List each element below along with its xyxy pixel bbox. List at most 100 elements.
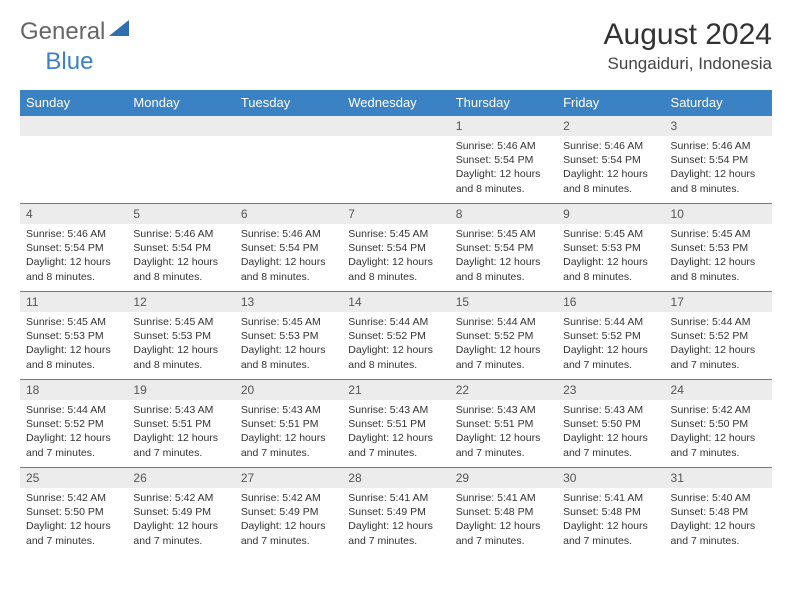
calendar-table: SundayMondayTuesdayWednesdayThursdayFrid… <box>20 90 772 556</box>
calendar-week-row: 18Sunrise: 5:44 AMSunset: 5:52 PMDayligh… <box>20 380 772 468</box>
day-details: Sunrise: 5:40 AMSunset: 5:48 PMDaylight:… <box>665 488 772 552</box>
day-details: Sunrise: 5:44 AMSunset: 5:52 PMDaylight:… <box>20 400 127 464</box>
day-number: 1 <box>450 116 557 136</box>
title-block: August 2024 Sungaiduri, Indonesia <box>604 18 772 74</box>
day-number: 21 <box>342 380 449 400</box>
day-number: 25 <box>20 468 127 488</box>
sail-icon <box>109 19 131 37</box>
day-details: Sunrise: 5:42 AMSunset: 5:50 PMDaylight:… <box>20 488 127 552</box>
weekday-header: Wednesday <box>342 90 449 116</box>
day-number: 22 <box>450 380 557 400</box>
day-details: Sunrise: 5:44 AMSunset: 5:52 PMDaylight:… <box>557 312 664 376</box>
day-number: 3 <box>665 116 772 136</box>
day-number: 10 <box>665 204 772 224</box>
day-details: Sunrise: 5:41 AMSunset: 5:48 PMDaylight:… <box>450 488 557 552</box>
day-number: 30 <box>557 468 664 488</box>
calendar-week-row: 25Sunrise: 5:42 AMSunset: 5:50 PMDayligh… <box>20 468 772 556</box>
calendar-day-cell: 14Sunrise: 5:44 AMSunset: 5:52 PMDayligh… <box>342 292 449 380</box>
calendar-head: SundayMondayTuesdayWednesdayThursdayFrid… <box>20 90 772 116</box>
calendar-week-row: 1Sunrise: 5:46 AMSunset: 5:54 PMDaylight… <box>20 116 772 204</box>
day-details: Sunrise: 5:45 AMSunset: 5:53 PMDaylight:… <box>127 312 234 376</box>
day-details: Sunrise: 5:46 AMSunset: 5:54 PMDaylight:… <box>450 136 557 200</box>
day-number: 29 <box>450 468 557 488</box>
day-details: Sunrise: 5:43 AMSunset: 5:51 PMDaylight:… <box>450 400 557 464</box>
calendar-day-cell <box>20 116 127 204</box>
day-number: 15 <box>450 292 557 312</box>
weekday-header: Sunday <box>20 90 127 116</box>
day-number: 12 <box>127 292 234 312</box>
day-number: 6 <box>235 204 342 224</box>
day-number <box>342 116 449 136</box>
day-number: 9 <box>557 204 664 224</box>
location-label: Sungaiduri, Indonesia <box>604 54 772 74</box>
day-details: Sunrise: 5:43 AMSunset: 5:51 PMDaylight:… <box>235 400 342 464</box>
brand-logo: General <box>20 18 133 46</box>
day-details: Sunrise: 5:45 AMSunset: 5:54 PMDaylight:… <box>450 224 557 288</box>
day-details: Sunrise: 5:44 AMSunset: 5:52 PMDaylight:… <box>450 312 557 376</box>
calendar-day-cell: 29Sunrise: 5:41 AMSunset: 5:48 PMDayligh… <box>450 468 557 556</box>
calendar-week-row: 11Sunrise: 5:45 AMSunset: 5:53 PMDayligh… <box>20 292 772 380</box>
weekday-header: Friday <box>557 90 664 116</box>
day-number: 4 <box>20 204 127 224</box>
calendar-body: 1Sunrise: 5:46 AMSunset: 5:54 PMDaylight… <box>20 116 772 556</box>
calendar-day-cell: 23Sunrise: 5:43 AMSunset: 5:50 PMDayligh… <box>557 380 664 468</box>
calendar-day-cell: 8Sunrise: 5:45 AMSunset: 5:54 PMDaylight… <box>450 204 557 292</box>
calendar-day-cell: 27Sunrise: 5:42 AMSunset: 5:49 PMDayligh… <box>235 468 342 556</box>
day-number: 19 <box>127 380 234 400</box>
day-details: Sunrise: 5:45 AMSunset: 5:53 PMDaylight:… <box>235 312 342 376</box>
day-details: Sunrise: 5:44 AMSunset: 5:52 PMDaylight:… <box>342 312 449 376</box>
day-details: Sunrise: 5:43 AMSunset: 5:51 PMDaylight:… <box>342 400 449 464</box>
day-details: Sunrise: 5:43 AMSunset: 5:51 PMDaylight:… <box>127 400 234 464</box>
day-details: Sunrise: 5:45 AMSunset: 5:53 PMDaylight:… <box>20 312 127 376</box>
calendar-day-cell <box>235 116 342 204</box>
weekday-header: Tuesday <box>235 90 342 116</box>
day-number: 17 <box>665 292 772 312</box>
day-details: Sunrise: 5:46 AMSunset: 5:54 PMDaylight:… <box>20 224 127 288</box>
calendar-day-cell: 4Sunrise: 5:46 AMSunset: 5:54 PMDaylight… <box>20 204 127 292</box>
day-details: Sunrise: 5:45 AMSunset: 5:54 PMDaylight:… <box>342 224 449 288</box>
calendar-day-cell: 19Sunrise: 5:43 AMSunset: 5:51 PMDayligh… <box>127 380 234 468</box>
day-number: 18 <box>20 380 127 400</box>
day-number: 7 <box>342 204 449 224</box>
day-number: 11 <box>20 292 127 312</box>
day-number: 2 <box>557 116 664 136</box>
day-number <box>235 116 342 136</box>
day-details: Sunrise: 5:41 AMSunset: 5:49 PMDaylight:… <box>342 488 449 552</box>
day-details: Sunrise: 5:46 AMSunset: 5:54 PMDaylight:… <box>665 136 772 200</box>
weekday-header: Saturday <box>665 90 772 116</box>
day-details: Sunrise: 5:41 AMSunset: 5:48 PMDaylight:… <box>557 488 664 552</box>
day-number: 16 <box>557 292 664 312</box>
day-details: Sunrise: 5:42 AMSunset: 5:49 PMDaylight:… <box>127 488 234 552</box>
calendar-day-cell: 17Sunrise: 5:44 AMSunset: 5:52 PMDayligh… <box>665 292 772 380</box>
day-number: 28 <box>342 468 449 488</box>
calendar-day-cell: 6Sunrise: 5:46 AMSunset: 5:54 PMDaylight… <box>235 204 342 292</box>
calendar-day-cell <box>127 116 234 204</box>
day-number: 27 <box>235 468 342 488</box>
calendar-day-cell <box>342 116 449 204</box>
calendar-day-cell: 3Sunrise: 5:46 AMSunset: 5:54 PMDaylight… <box>665 116 772 204</box>
calendar-day-cell: 13Sunrise: 5:45 AMSunset: 5:53 PMDayligh… <box>235 292 342 380</box>
day-number: 23 <box>557 380 664 400</box>
day-details: Sunrise: 5:44 AMSunset: 5:52 PMDaylight:… <box>665 312 772 376</box>
day-details: Sunrise: 5:42 AMSunset: 5:49 PMDaylight:… <box>235 488 342 552</box>
calendar-day-cell: 30Sunrise: 5:41 AMSunset: 5:48 PMDayligh… <box>557 468 664 556</box>
calendar-day-cell: 22Sunrise: 5:43 AMSunset: 5:51 PMDayligh… <box>450 380 557 468</box>
calendar-day-cell: 9Sunrise: 5:45 AMSunset: 5:53 PMDaylight… <box>557 204 664 292</box>
day-number: 13 <box>235 292 342 312</box>
day-details: Sunrise: 5:43 AMSunset: 5:50 PMDaylight:… <box>557 400 664 464</box>
day-number: 8 <box>450 204 557 224</box>
calendar-day-cell: 26Sunrise: 5:42 AMSunset: 5:49 PMDayligh… <box>127 468 234 556</box>
month-title: August 2024 <box>604 18 772 52</box>
day-number <box>20 116 127 136</box>
weekday-header: Thursday <box>450 90 557 116</box>
weekday-row: SundayMondayTuesdayWednesdayThursdayFrid… <box>20 90 772 116</box>
calendar-day-cell: 12Sunrise: 5:45 AMSunset: 5:53 PMDayligh… <box>127 292 234 380</box>
brand-part1: General <box>20 18 105 46</box>
calendar-day-cell: 15Sunrise: 5:44 AMSunset: 5:52 PMDayligh… <box>450 292 557 380</box>
day-details: Sunrise: 5:42 AMSunset: 5:50 PMDaylight:… <box>665 400 772 464</box>
day-details: Sunrise: 5:46 AMSunset: 5:54 PMDaylight:… <box>127 224 234 288</box>
day-number: 31 <box>665 468 772 488</box>
calendar-day-cell: 20Sunrise: 5:43 AMSunset: 5:51 PMDayligh… <box>235 380 342 468</box>
day-number: 20 <box>235 380 342 400</box>
calendar-day-cell: 7Sunrise: 5:45 AMSunset: 5:54 PMDaylight… <box>342 204 449 292</box>
